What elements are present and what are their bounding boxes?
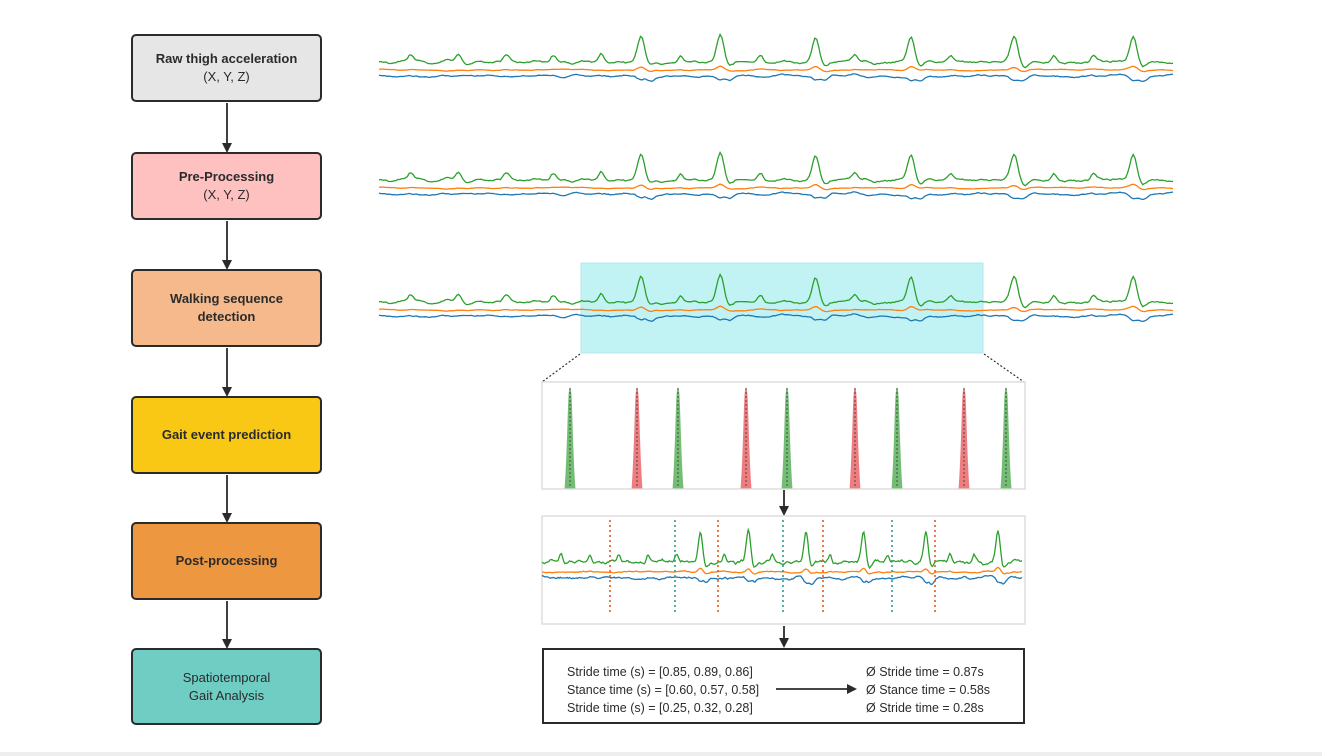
step-subtitle: (X, Y, Z): [203, 187, 250, 202]
result-line: Stride time (s) = [0.85, 0.89, 0.86]: [567, 665, 753, 679]
step-walking-detection: Walking sequence detection: [131, 269, 322, 347]
signal-z-line: [378, 32, 1174, 69]
signal-x-line: [378, 73, 1174, 83]
step-post-processing: Post-processing: [131, 522, 322, 600]
signal-y-line: [378, 305, 1174, 313]
step-title: Spatiotemporal Gait Analysis: [182, 669, 271, 703]
step-pre-processing: Pre-Processing (X, Y, Z): [131, 152, 322, 220]
preprocessed-signal-plot: [378, 150, 1174, 201]
signal-x-line: [378, 313, 1174, 323]
signal-x-line: [378, 191, 1174, 201]
step-gait-event-prediction: Gait event prediction: [131, 396, 322, 474]
results-left: Stride time (s) = [0.85, 0.89, 0.86] Sta…: [567, 663, 759, 717]
annotated-signal-plot: [541, 520, 1023, 614]
results-box: Stride time (s) = [0.85, 0.89, 0.86] Sta…: [542, 648, 1025, 724]
zoom-line-left: [541, 353, 581, 383]
raw-signal-plot: [378, 32, 1174, 83]
result-average-line: Ø Stride time = 0.28s: [866, 701, 984, 715]
signal-y-line: [378, 65, 1174, 73]
walking-signal-plot: [378, 272, 1174, 323]
bottom-band: [0, 752, 1322, 756]
result-line: Stride time (s) = [0.25, 0.32, 0.28]: [567, 701, 753, 715]
result-average-line: Ø Stride time = 0.87s: [866, 665, 984, 679]
zoom-line-right: [983, 353, 1025, 383]
signal-z-line: [541, 527, 1023, 570]
step-title: Walking sequence detection: [170, 291, 283, 324]
step-title: Raw thigh acceleration: [155, 51, 298, 66]
results-right: Ø Stride time = 0.87s Ø Stance time = 0.…: [866, 663, 990, 717]
signal-z-line: [378, 272, 1174, 309]
step-spatiotemporal-analysis: Spatiotemporal Gait Analysis: [131, 648, 322, 725]
step-raw-acceleration: Raw thigh acceleration (X, Y, Z): [131, 34, 322, 102]
signal-y-line: [378, 183, 1174, 191]
step-title: Post-processing: [175, 553, 278, 568]
signal-z-line: [378, 150, 1174, 187]
step-subtitle: (X, Y, Z): [203, 69, 250, 84]
signal-y-line: [541, 566, 1023, 575]
step-title: Pre-Processing: [178, 169, 275, 184]
signal-x-line: [541, 574, 1023, 586]
result-line: Stance time (s) = [0.60, 0.57, 0.58]: [567, 683, 760, 697]
step-title: Gait event prediction: [161, 427, 292, 442]
result-average-line: Ø Stance time = 0.58s: [866, 683, 991, 697]
